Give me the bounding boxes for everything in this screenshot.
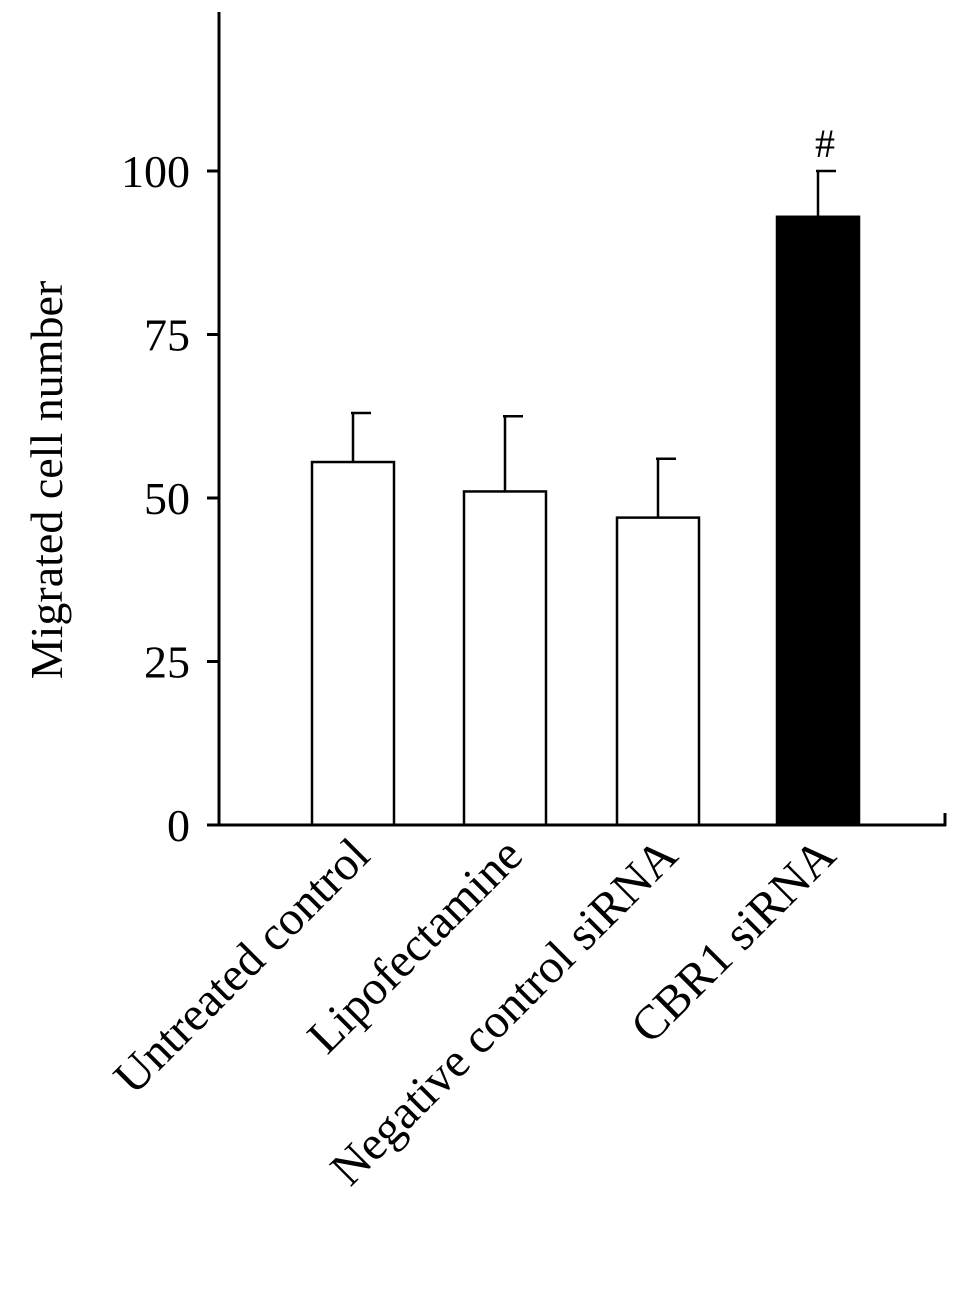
y-tick-label-50: 50 (144, 473, 190, 524)
category-label-1: Untreated control (104, 828, 380, 1104)
significance-marker-4: # (815, 121, 835, 166)
y-ticks: 0 25 50 75 100 (121, 146, 219, 851)
annotations: # (815, 121, 835, 166)
bar-4 (775, 215, 861, 827)
y-axis-title: Migrated cell number (21, 281, 72, 680)
bar-3 (615, 516, 701, 827)
bar-1 (310, 460, 396, 827)
bar-2 (462, 490, 548, 827)
y-tick-label-0: 0 (167, 800, 190, 851)
bars (310, 215, 861, 827)
y-tick-label-75: 75 (144, 310, 190, 361)
y-tick-label-25: 25 (144, 637, 190, 688)
y-tick-label-100: 100 (121, 146, 190, 197)
error-bars (351, 169, 836, 518)
